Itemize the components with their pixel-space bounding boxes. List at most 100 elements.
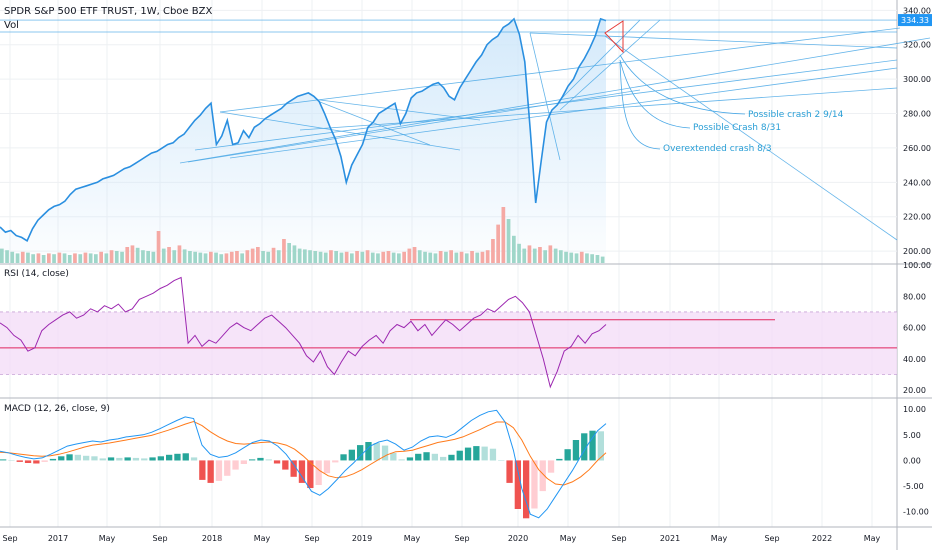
macd-histogram-bar [539, 460, 546, 492]
volume-bar [397, 253, 401, 263]
volume-bar [73, 253, 77, 263]
annotation-text: Possible crash 2 9/14 [748, 110, 844, 120]
last-price-label: 334.33 [901, 16, 929, 25]
macd-histogram-bar [406, 457, 414, 461]
price-tick-label: 200.00 [903, 247, 931, 256]
volume-bar [31, 254, 35, 263]
macd-histogram-bar [373, 443, 380, 461]
volume-bar [10, 251, 15, 263]
annotation-text: Overextended crash 8/3 [663, 144, 772, 154]
volume-bar [167, 247, 171, 263]
trend-line [604, 35, 898, 241]
macd-histogram-bar [489, 448, 497, 461]
volume-bar [543, 250, 547, 263]
macd-histogram-bar [215, 460, 223, 481]
macd-line [0, 409, 607, 519]
volume-bar [412, 247, 417, 263]
macd-histogram-bar [431, 453, 438, 461]
volume-bar [344, 251, 349, 263]
trend-line [529, 32, 898, 49]
x-tick-label: May [99, 534, 116, 543]
rsi-tick-label: 20.00 [903, 386, 926, 395]
x-tick-label: 2021 [660, 534, 680, 543]
volume-bar [464, 253, 469, 263]
macd-tick-label: -5.00 [903, 482, 924, 491]
volume-bar [553, 248, 558, 263]
trend-line [319, 101, 431, 146]
trend-line [529, 32, 561, 161]
volume-bar [52, 254, 56, 263]
rsi-tick-label: 100.00 [903, 261, 931, 270]
macd-tick-label: 5.00 [903, 431, 921, 440]
volume-bar [0, 248, 4, 263]
volume-bar [109, 250, 114, 263]
macd-histogram-bar [514, 460, 521, 509]
volume-bar [334, 251, 338, 263]
macd-histogram-bar [174, 453, 181, 461]
volume-bar [339, 252, 344, 263]
volume-bar [266, 251, 271, 263]
x-tick-label: 2018 [202, 534, 222, 543]
macd-histogram-bar [589, 430, 596, 461]
volume-bar [114, 251, 119, 263]
macd-histogram-bar [423, 452, 430, 461]
macd-histogram-bar [91, 456, 98, 461]
macd-histogram-bar [315, 460, 322, 485]
last-price-badge [898, 14, 932, 27]
volume-bar [297, 248, 302, 263]
macd-histogram-bar [464, 447, 472, 461]
macd-histogram-bar [564, 449, 571, 461]
macd-histogram-bar [307, 460, 314, 488]
volume-bar [172, 250, 177, 263]
volume-bar [235, 251, 239, 263]
macd-histogram-bar [340, 454, 347, 461]
x-tick-label: Sep [2, 534, 17, 543]
volume-bar [130, 245, 135, 263]
volume-bar [161, 248, 166, 263]
trend-line [219, 111, 461, 151]
macd-histogram-bar [547, 460, 555, 473]
macd-histogram-bar [83, 455, 90, 461]
volume-bar [146, 251, 150, 263]
volume-bar [318, 251, 323, 263]
macd-histogram-bar [398, 459, 405, 461]
x-tick-label: May [711, 534, 728, 543]
trend-line [229, 67, 898, 159]
volume-bar [256, 247, 260, 263]
volume-bar [287, 243, 291, 263]
macd-histogram-bar [58, 456, 65, 461]
rsi-tick-label: 80.00 [903, 292, 926, 301]
volume-bar [26, 252, 30, 263]
x-tick-label: 2019 [352, 534, 372, 543]
volume-bar [329, 250, 333, 263]
macd-histogram-bar [166, 454, 173, 461]
volume-bar [156, 231, 161, 263]
macd-tick-label: 10.00 [903, 405, 926, 414]
volume-bar [532, 248, 537, 263]
x-tick-label: 2020 [508, 534, 528, 543]
volume-bar [527, 245, 532, 263]
macd-histogram-bar [157, 456, 164, 461]
volume-bar [282, 239, 286, 263]
volume-bar [120, 251, 124, 263]
x-tick-label: Sep [152, 534, 167, 543]
volume-bar [522, 248, 527, 263]
volume-bar [459, 251, 464, 263]
volume-bar [355, 251, 359, 263]
volume-bar [381, 251, 386, 263]
volume-bar [57, 252, 62, 263]
macd-histogram-bar [365, 442, 372, 461]
volume-bar [313, 251, 318, 263]
price-tick-label: 240.00 [903, 178, 931, 187]
macd-histogram-bar [257, 457, 264, 461]
volume-bar [585, 253, 589, 263]
macd-histogram-bar [24, 460, 32, 463]
volume-bar [402, 251, 406, 263]
volume-label: Vol [4, 20, 19, 31]
macd-histogram-bar [572, 440, 580, 461]
macd-histogram-bar [16, 460, 23, 462]
volume-bar [454, 252, 459, 263]
price-tick-label: 320.00 [903, 41, 931, 50]
